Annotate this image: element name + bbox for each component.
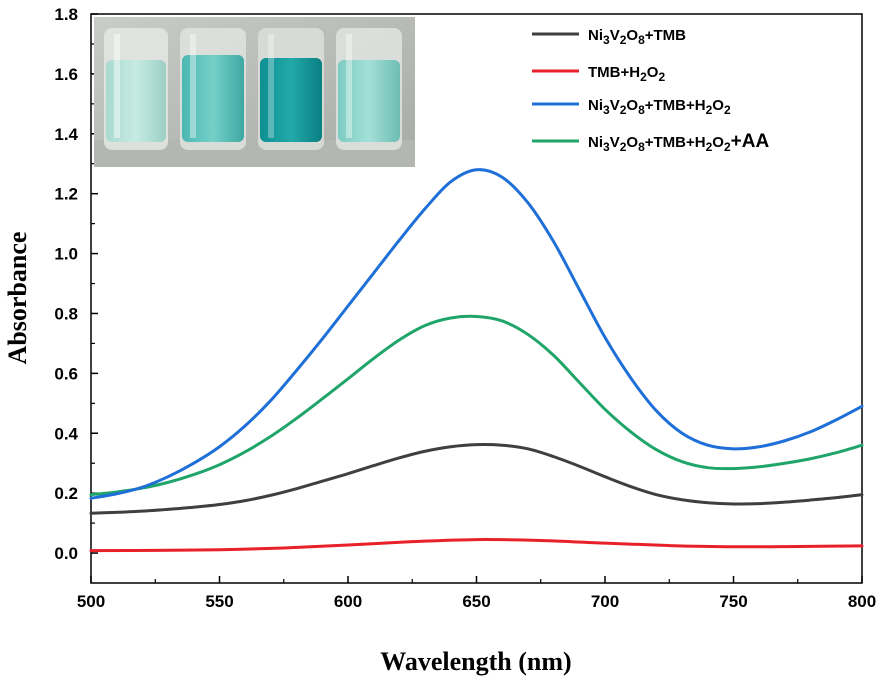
- y-tick-label: 1.4: [54, 125, 78, 144]
- y-tick-label: 1.2: [54, 185, 78, 204]
- series-line-1: [89, 443, 864, 515]
- y-tick-label: 1.8: [54, 5, 78, 24]
- x-axis-ticks: 500 550 600 650 700 750 800: [77, 576, 876, 611]
- y-tick-label: 1.0: [54, 245, 78, 264]
- vial-2: [180, 28, 246, 150]
- y-axis-title: Absorbance: [3, 232, 32, 365]
- x-tick-label: 650: [462, 592, 490, 611]
- x-tick-label: 600: [334, 592, 362, 611]
- series-line-4: [89, 314, 864, 497]
- x-tick-label: 700: [591, 592, 619, 611]
- legend-label: Ni3V2O8+TMB+H2O2: [588, 97, 731, 117]
- series-lines: [89, 168, 864, 553]
- x-tick-label: 750: [719, 592, 747, 611]
- y-tick-label: 0.4: [54, 424, 78, 443]
- series-line-2: [89, 538, 864, 553]
- legend: Ni3V2O8+TMB TMB+H2O2 Ni3V2O8+TMB+H2O2 Ni3V2…: [532, 27, 769, 154]
- legend-label: TMB+H2O2: [588, 64, 665, 84]
- y-tick-label: 0.6: [54, 364, 78, 383]
- series-line-3: [89, 168, 864, 500]
- x-tick-label: 550: [205, 592, 233, 611]
- vial-3: [258, 28, 324, 150]
- y-axis-ticks: 0.0 0.2 0.4 0.6 0.8 1.0 1.2 1.4 1.6 1.8: [54, 5, 98, 563]
- vials-inset-photo: [94, 17, 415, 167]
- y-tick-label: 0.0: [54, 544, 78, 563]
- legend-label: Ni3V2O8+TMB+H2O2+AA: [588, 131, 769, 154]
- y-tick-label: 1.6: [54, 65, 78, 84]
- legend-label: Ni3V2O8+TMB: [588, 27, 686, 47]
- x-axis-title: Wavelength (nm): [380, 647, 571, 676]
- y-tick-label: 0.2: [54, 484, 78, 503]
- x-tick-label: 800: [848, 592, 876, 611]
- vial-4: [336, 28, 402, 150]
- y-tick-label: 0.8: [54, 304, 78, 323]
- x-tick-label: 500: [77, 592, 105, 611]
- vial-1: [104, 28, 168, 150]
